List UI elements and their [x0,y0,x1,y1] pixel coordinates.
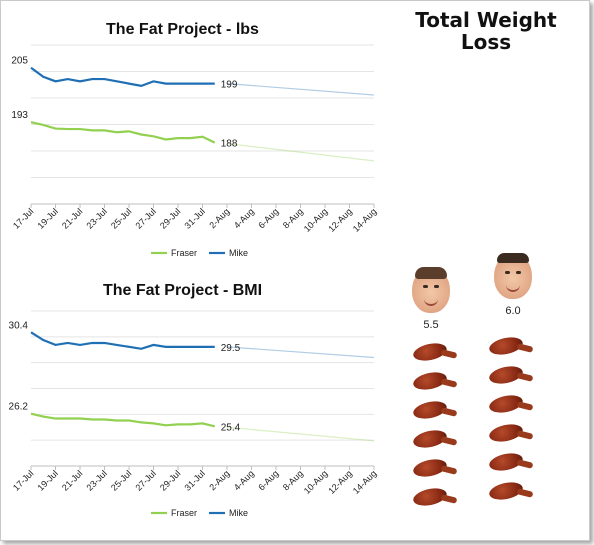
x-tick-label: 2-Aug [207,206,231,230]
x-tick-label: 4-Aug [232,206,256,230]
legend-label: Mike [229,248,248,258]
fraser-face-icon [412,267,450,313]
chicken-wing-icon [411,340,459,364]
chicken-wing-icon [411,427,459,451]
mike-face-icon [494,253,532,299]
chicken-wing-icon [411,485,459,509]
person-fraser: 5.5 [401,267,461,331]
x-tick-label: 12-Aug [326,206,354,234]
trend-line [226,346,375,359]
fraser-wings-column [411,340,461,515]
person-mike: 6.0 [483,253,543,317]
start-value-label: 26.2 [9,402,29,413]
mike-wings-column [487,334,537,509]
x-tick-label: 27-Jul [134,468,158,492]
chicken-wing-icon [487,450,535,474]
start-value-label: 205 [11,56,28,67]
trend-line [226,142,375,162]
fraser-loss-value: 5.5 [423,319,439,331]
chicken-wing-icon [411,398,459,422]
start-value-label: 193 [11,110,28,121]
chart-title: The Fat Project - BMI [103,282,262,299]
end-value-label: 25.4 [221,422,241,433]
series-line-mike [30,66,215,88]
end-value-label: 29.5 [221,343,241,354]
end-value-label: 188 [221,139,238,150]
x-tick-label: 4-Aug [232,468,256,492]
x-tick-label: 19-Jul [36,206,60,230]
x-tick-label: 10-Aug [302,206,330,234]
x-tick-label: 27-Jul [134,206,158,230]
chicken-wing-icon [487,421,535,445]
x-tick-label: 17-Jul [11,468,35,492]
end-value-label: 199 [221,80,238,91]
mike-loss-value: 6.0 [505,305,521,317]
chicken-wing-icon [487,363,535,387]
chart-title: The Fat Project - lbs [106,21,259,38]
total-weight-loss-title: Total Weight Loss [415,8,557,54]
trend-line [226,83,375,96]
series-line-mike [30,331,215,350]
x-tick-label: 29-Jul [158,468,182,492]
x-tick-label: 21-Jul [60,206,84,230]
x-tick-label: 31-Jul [183,206,207,230]
x-tick-label: 23-Jul [85,206,109,230]
x-tick-label: 6-Aug [256,468,280,492]
x-tick-label: 25-Jul [109,468,133,492]
chicken-wing-icon [487,479,535,503]
x-tick-label: 23-Jul [85,468,109,492]
x-tick-label: 19-Jul [36,468,60,492]
x-tick-label: 29-Jul [158,206,182,230]
legend-label: Fraser [171,508,197,518]
start-value-label: 30.4 [9,320,29,331]
trend-line [226,426,375,442]
x-tick-label: 14-Aug [351,468,379,496]
legend-label: Mike [229,508,248,518]
x-tick-label: 25-Jul [109,206,133,230]
x-tick-label: 10-Aug [302,468,330,496]
x-tick-label: 31-Jul [183,468,207,492]
x-tick-label: 2-Aug [207,468,231,492]
legend-label: Fraser [171,248,197,258]
x-tick-label: 21-Jul [60,468,84,492]
chicken-wing-icon [411,456,459,480]
x-tick-label: 12-Aug [326,468,354,496]
series-line-fraser [30,121,216,144]
x-tick-label: 6-Aug [256,206,280,230]
chicken-wing-icon [487,392,535,416]
series-line-fraser [30,412,216,428]
x-tick-label: 17-Jul [11,206,35,230]
chicken-wing-icon [411,369,459,393]
chicken-wing-icon [487,334,535,358]
x-tick-label: 14-Aug [351,206,379,234]
